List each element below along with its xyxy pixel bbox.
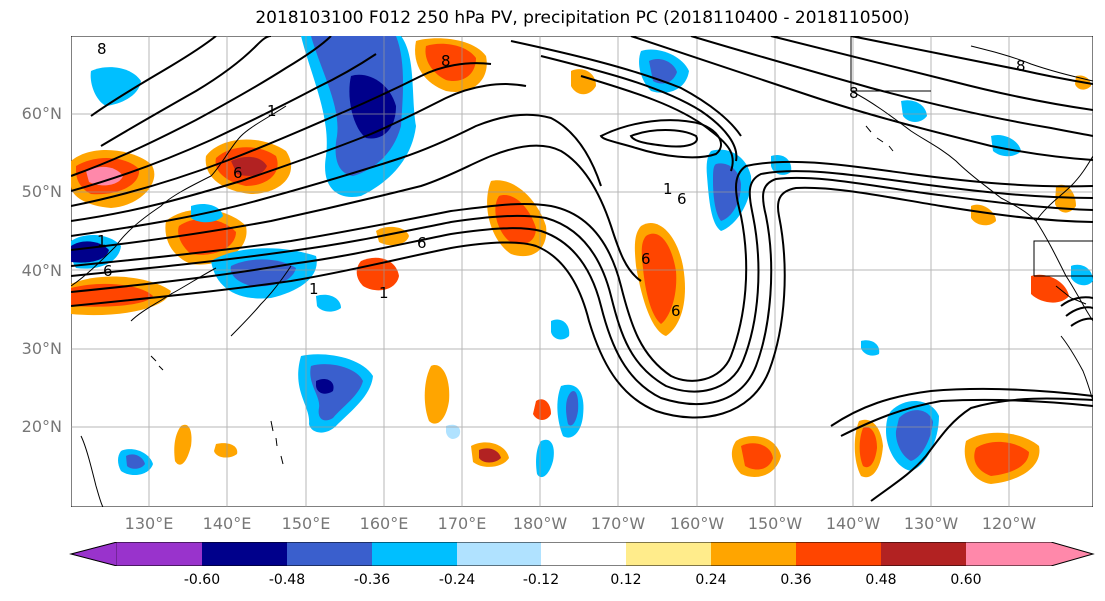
contour-label: 1 — [379, 284, 389, 302]
pv-contours — [70, 35, 1094, 502]
lat-label-30n: 30°N — [21, 339, 62, 358]
lon-label-160w: 160°W — [669, 514, 725, 533]
lon-label-180w: 180°W — [512, 514, 568, 533]
colorbar-segment — [457, 542, 541, 566]
lat-label-20n: 20°N — [21, 417, 62, 436]
map-panel: 8 1 6 8 1 1 6 1 6 6 6 6 1 8 8 — [70, 35, 1094, 508]
colorbar-tick-label: 0.24 — [695, 572, 727, 588]
chart-title: 2018103100 F012 250 hPa PV, precipitatio… — [255, 8, 910, 28]
colorbar-segment — [541, 542, 626, 566]
lon-label-150w: 150°W — [747, 514, 803, 533]
colorbar-tick-label: -0.24 — [438, 572, 476, 588]
colorbar-tick-label: -0.48 — [268, 572, 306, 588]
contour-label: 6 — [417, 234, 427, 252]
colorbar-tick-label: 0.48 — [865, 572, 897, 588]
precip-anomaly-patches — [71, 36, 1093, 484]
lat-label-60n: 60°N — [21, 104, 62, 123]
colorbar — [69, 542, 1095, 566]
colorbar-segment — [1051, 542, 1093, 566]
contour-label: 6 — [677, 190, 687, 208]
contour-label: 1 — [97, 232, 107, 250]
graticule — [71, 36, 1093, 507]
colorbar-segment — [881, 542, 966, 566]
colorbar-segment — [202, 542, 287, 566]
colorbar-segment — [711, 542, 796, 566]
colorbar-segment — [117, 542, 202, 566]
lon-label-130e: 130°E — [124, 514, 174, 533]
colorbar-segment — [372, 542, 457, 566]
contour-label: 8 — [1016, 57, 1026, 75]
contour-label: 8 — [849, 84, 859, 102]
colorbar-segment — [966, 542, 1051, 566]
lon-label-150e: 150°E — [281, 514, 331, 533]
contour-label: 6 — [233, 164, 243, 182]
lon-label-160e: 160°E — [359, 514, 409, 533]
contour-label: 8 — [441, 52, 451, 70]
colorbar-tick-label: -0.60 — [183, 572, 221, 588]
contour-label: 1 — [663, 180, 673, 198]
contour-labels: 8 1 6 8 1 1 6 1 6 6 6 6 1 8 8 — [97, 40, 1026, 320]
contour-label: 1 — [309, 280, 319, 298]
colorbar-tick-label: -0.12 — [522, 572, 560, 588]
colorbar-segment — [70, 542, 118, 566]
contour-label: 8 — [97, 40, 107, 58]
colorbar-segment — [796, 542, 881, 566]
lon-label-170w: 170°W — [590, 514, 646, 533]
lat-label-50n: 50°N — [21, 182, 62, 201]
colorbar-segment — [626, 542, 711, 566]
colorbar-tick-label: -0.36 — [353, 572, 391, 588]
lon-label-120w: 120°W — [981, 514, 1037, 533]
map-canvas: 8 1 6 8 1 1 6 1 6 6 6 6 1 8 8 — [70, 35, 1094, 508]
lon-label-140e: 140°E — [202, 514, 252, 533]
lon-label-170e: 170°E — [437, 514, 487, 533]
lon-label-130w: 130°W — [903, 514, 959, 533]
colorbar-segment — [287, 542, 372, 566]
colorbar-tick-label: 0.12 — [610, 572, 642, 588]
colorbar-tick-label: 0.60 — [950, 572, 982, 588]
contour-label: 6 — [103, 262, 113, 280]
contour-label: 1 — [267, 102, 277, 120]
contour-label: 6 — [641, 250, 651, 268]
lon-label-140w: 140°W — [825, 514, 881, 533]
lat-label-40n: 40°N — [21, 261, 62, 280]
contour-label: 6 — [671, 302, 681, 320]
colorbar-tick-label: 0.36 — [780, 572, 812, 588]
